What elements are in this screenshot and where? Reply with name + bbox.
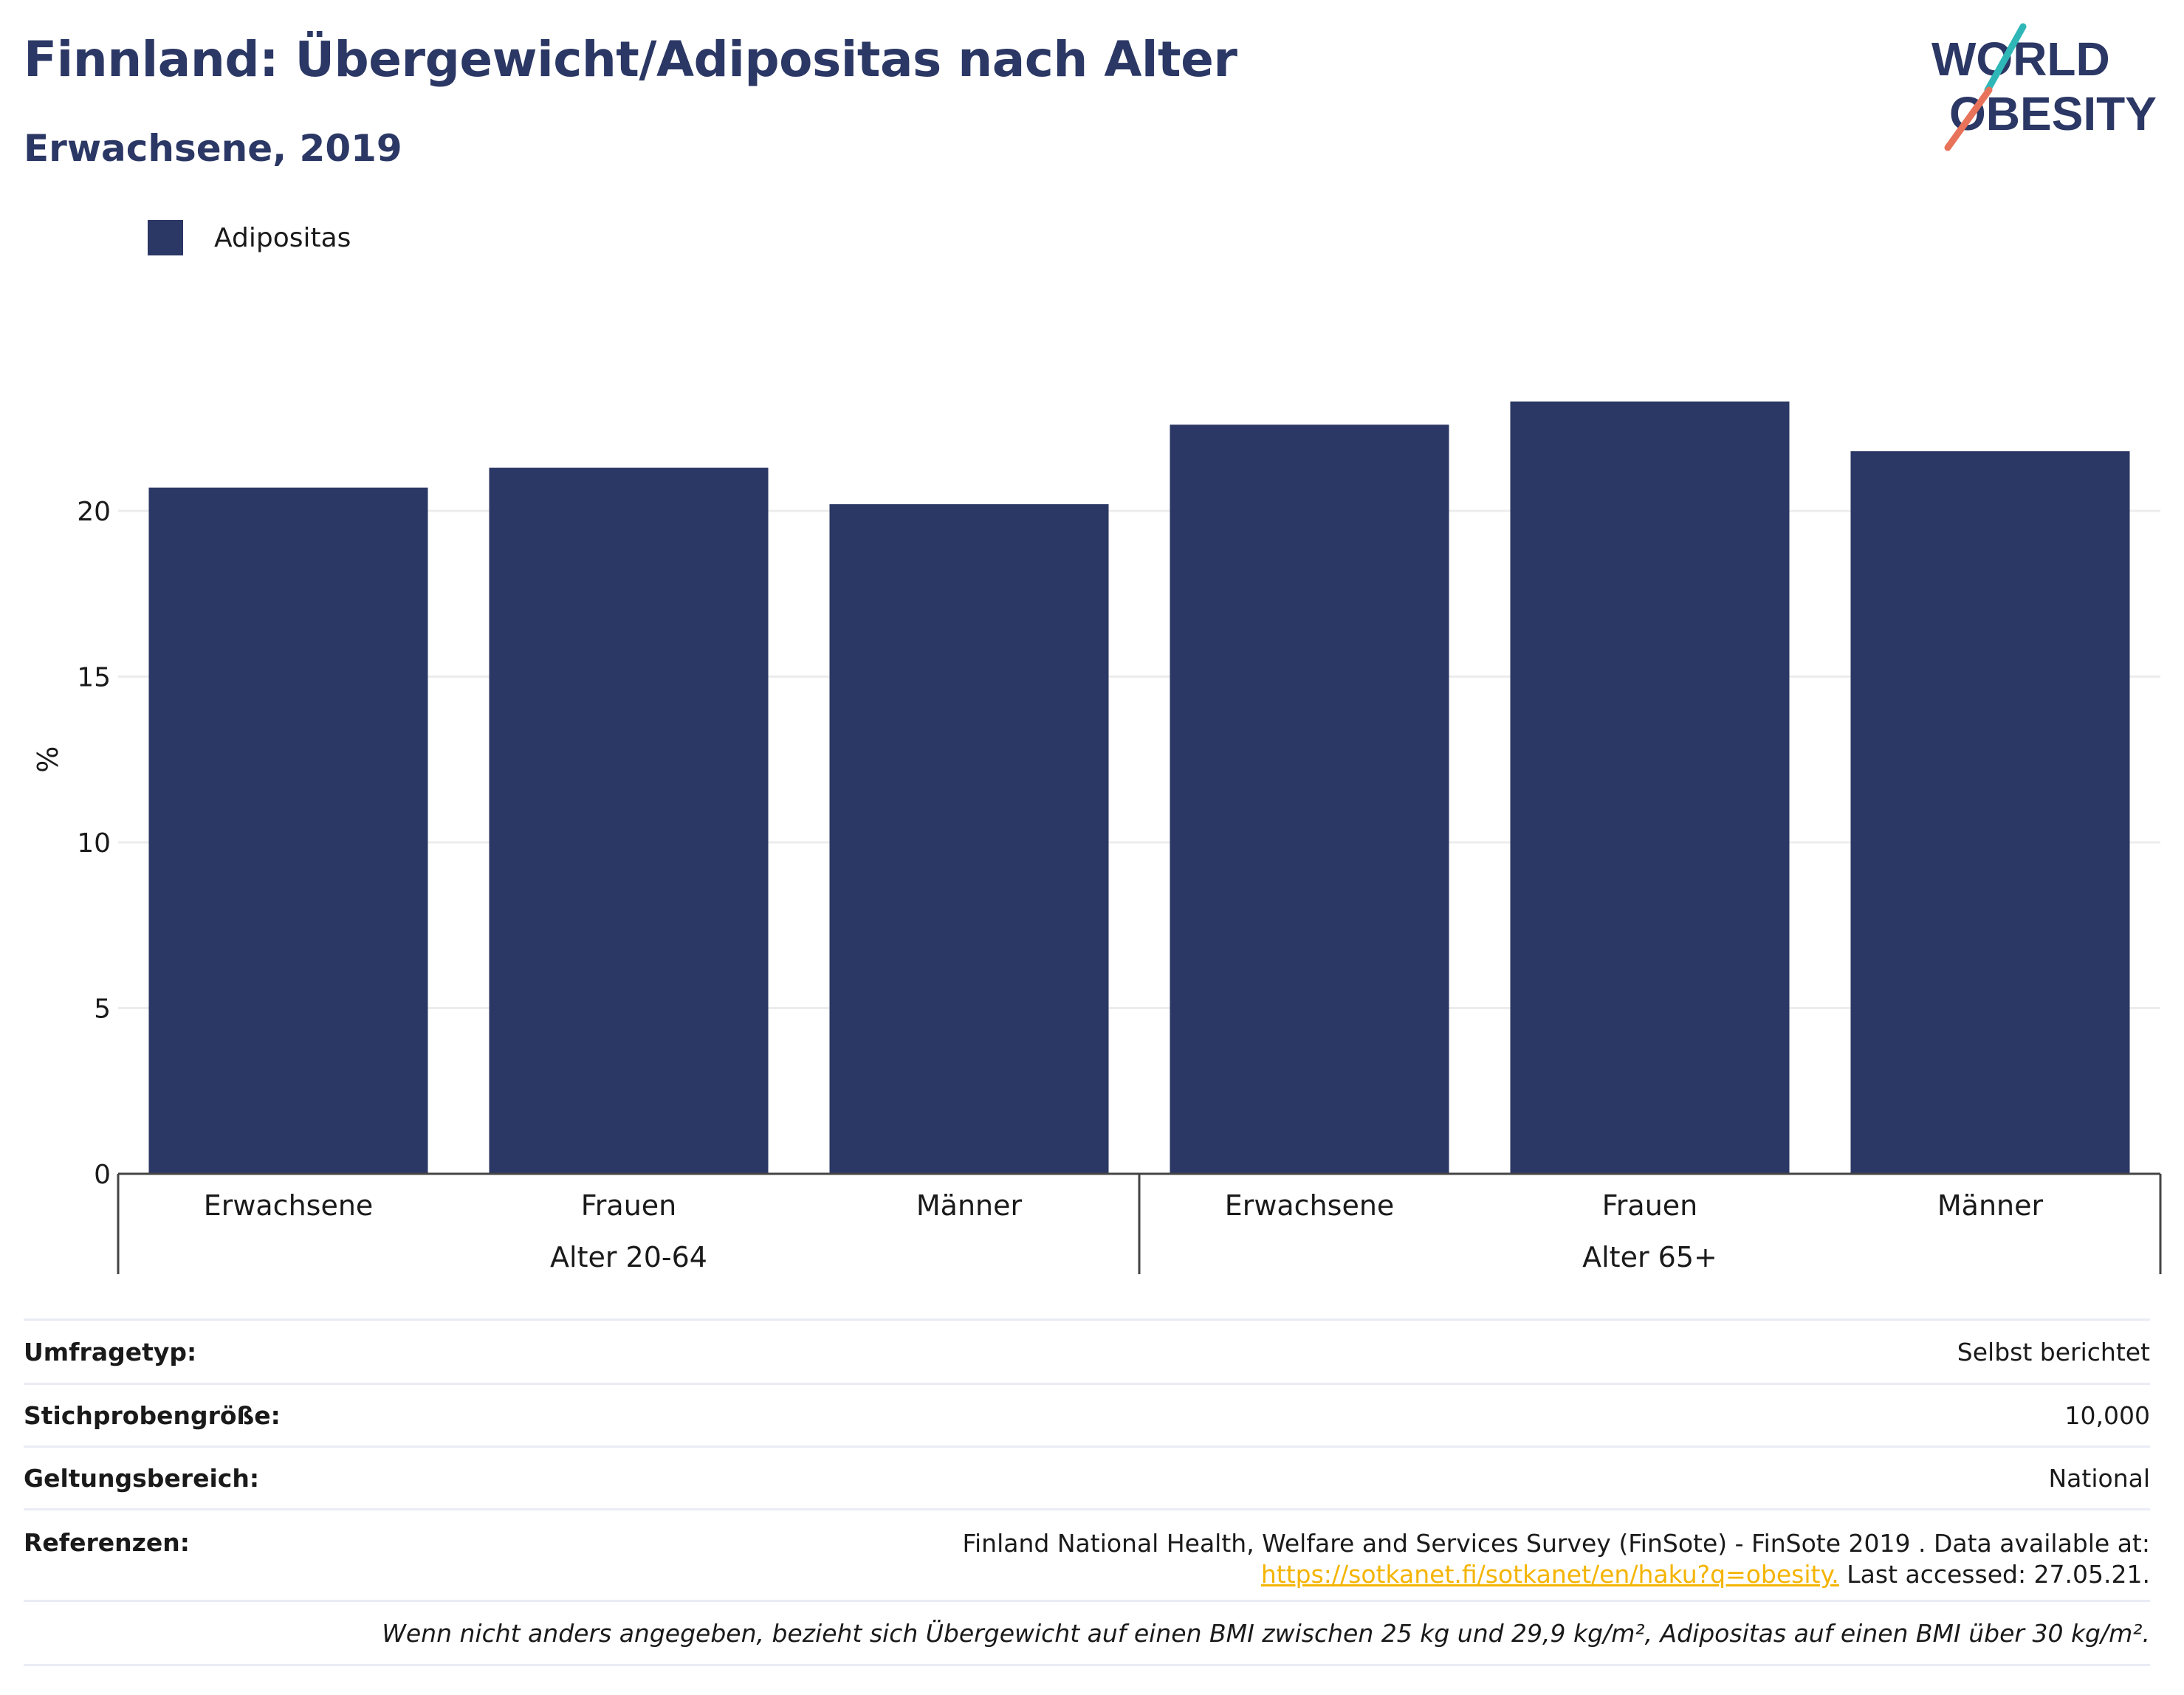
sample-value: 10,000 <box>2064 1400 2150 1430</box>
group-label-2: Alter 65+ <box>1582 1241 1717 1273</box>
x-tick-label-6: Männer <box>1937 1189 2044 1222</box>
y-tick-label-5: 5 <box>94 994 111 1025</box>
info-row-note: Wenn nicht anders angegeben, bezieht sic… <box>24 1600 2150 1666</box>
bar-2 <box>489 467 769 1174</box>
info-table: Umfragetyp: Selbst berichtet Stichproben… <box>24 1318 2150 1666</box>
y-tick-label-15: 15 <box>77 663 111 693</box>
logo-word-1: WORLD <box>1931 32 2110 86</box>
x-tick-label-3: Männer <box>916 1189 1023 1222</box>
references-accessed: Last accessed: 27.05.21. <box>1838 1560 2150 1589</box>
bar-chart: 0 5 10 15 20% Erwachsene Frauen Männer Erwachsen… <box>32 401 2162 1274</box>
y-tick-label-0: 0 <box>94 1160 111 1190</box>
references-value: Finland National Health, Welfare and Ser… <box>962 1528 2150 1590</box>
references-link[interactable]: https://sotkanet.fi/sotkanet/en/haku?q=o… <box>1260 1560 1839 1589</box>
scope-value: National <box>2048 1463 2150 1493</box>
survey-label: Umfragetyp: <box>24 1337 197 1366</box>
x-tick-label-1: Erwachsene <box>204 1189 374 1222</box>
info-row-scope: Geltungsbereich: National <box>24 1445 2150 1508</box>
group-label-1: Alter 20-64 <box>550 1241 707 1273</box>
legend-swatch-adipositas <box>148 220 183 255</box>
survey-value: Selbst berichtet <box>1957 1337 2150 1366</box>
bar-1 <box>148 487 428 1174</box>
logo-word-2: OBESITY <box>1949 87 2157 140</box>
references-label: Referenzen: <box>24 1528 190 1557</box>
chart-legend[interactable]: Adipositas <box>148 219 351 257</box>
info-row-references: Referenzen: Finland National Health, Wel… <box>24 1508 2150 1600</box>
logo-slash-teal <box>1984 23 2027 94</box>
bar-5 <box>1510 401 1790 1174</box>
legend-label-adipositas: Adipositas <box>214 222 351 253</box>
bar-3 <box>829 504 1109 1174</box>
chart-title: Finnland: Übergewicht/Adipositas nach Al… <box>24 31 1237 88</box>
world-obesity-logo: WORLD OBESITY <box>1931 23 2157 151</box>
y-tick-label-10: 10 <box>77 828 111 859</box>
references-text: Finland National Health, Welfare and Ser… <box>962 1529 2150 1558</box>
info-row-survey: Umfragetyp: Selbst berichtet <box>24 1318 2150 1383</box>
x-tick-label-4: Erwachsene <box>1225 1189 1395 1222</box>
chart-subtitle: Erwachsene, 2019 <box>24 127 402 170</box>
scope-label: Geltungsbereich: <box>24 1463 260 1493</box>
bar-6 <box>1850 451 2130 1174</box>
x-tick-label-5: Frauen <box>1602 1189 1698 1222</box>
definition-note: Wenn nicht anders angegeben, bezieht sic… <box>382 1618 2150 1648</box>
y-tick-label-20: 20 <box>77 497 111 527</box>
sample-label: Stichprobengröße: <box>24 1400 281 1430</box>
x-tick-label-2: Frauen <box>581 1189 677 1222</box>
y-axis-label: % <box>32 746 64 773</box>
bar-4 <box>1170 424 1449 1174</box>
logo-slash-coral <box>1944 86 1993 151</box>
info-row-sample: Stichprobengröße: 10,000 <box>24 1383 2150 1445</box>
